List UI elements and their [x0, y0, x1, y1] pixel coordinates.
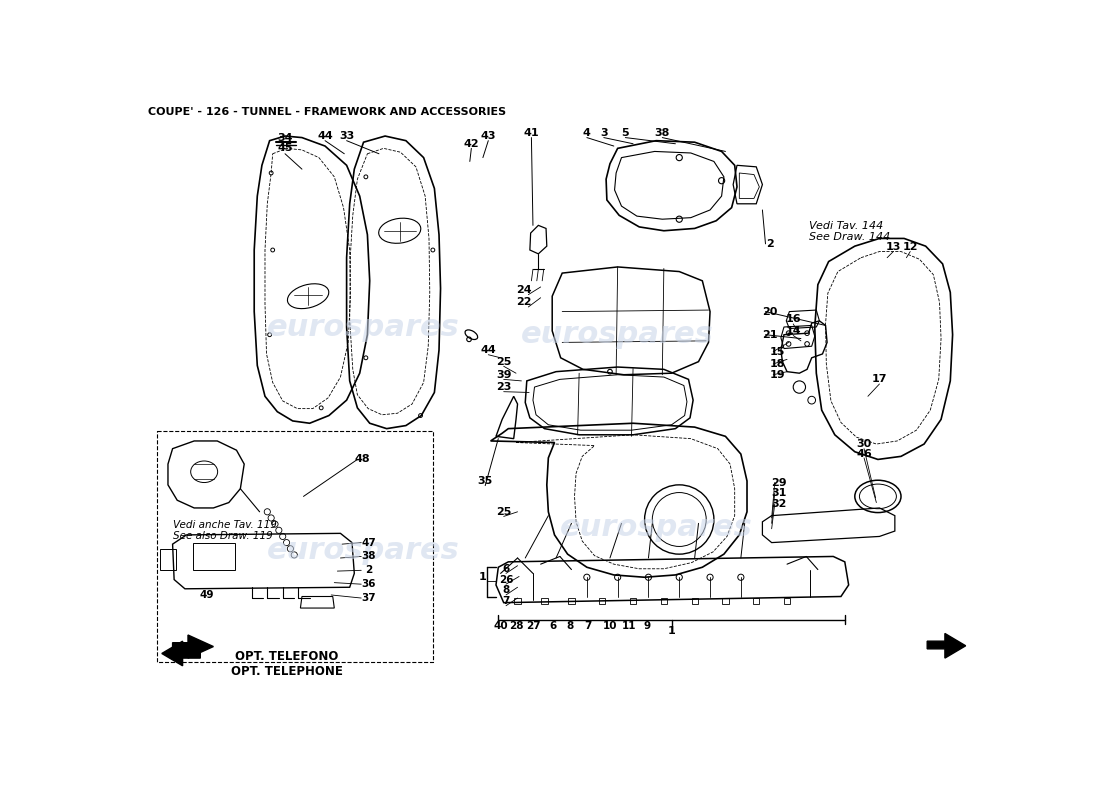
Text: 31: 31: [772, 488, 786, 498]
Text: 16: 16: [785, 314, 801, 324]
Text: 1: 1: [668, 626, 675, 636]
Text: 13: 13: [886, 242, 901, 252]
Bar: [160, 549, 176, 570]
Text: 49: 49: [199, 590, 213, 600]
Text: 25: 25: [496, 507, 512, 517]
Text: 47: 47: [362, 538, 376, 547]
Text: 2: 2: [767, 239, 774, 249]
Text: COUPE' - 126 - TUNNEL - FRAMEWORK AND ACCESSORIES: COUPE' - 126 - TUNNEL - FRAMEWORK AND AC…: [147, 106, 506, 117]
Text: 41: 41: [524, 128, 539, 138]
Text: Vedi anche Tav. 119
See also Draw. 119: Vedi anche Tav. 119 See also Draw. 119: [173, 519, 276, 541]
Text: eurospares: eurospares: [521, 320, 714, 349]
Text: 28: 28: [509, 621, 524, 630]
Bar: [157, 431, 433, 662]
Text: 10: 10: [603, 621, 617, 630]
Text: 15: 15: [770, 346, 785, 357]
Text: 29: 29: [771, 478, 788, 487]
Text: 36: 36: [362, 579, 376, 589]
Text: 22: 22: [516, 298, 531, 307]
Text: 33: 33: [339, 131, 354, 141]
Text: 25: 25: [496, 357, 512, 366]
Text: 32: 32: [772, 499, 786, 509]
Text: eurospares: eurospares: [267, 313, 460, 342]
Text: 23: 23: [496, 382, 512, 392]
Text: 11: 11: [621, 621, 637, 630]
Text: 12: 12: [902, 242, 918, 252]
Text: 1: 1: [478, 572, 486, 582]
Text: 34: 34: [277, 134, 293, 143]
Text: 4: 4: [583, 128, 591, 138]
Text: 26: 26: [498, 574, 514, 585]
Text: 2: 2: [365, 566, 373, 575]
Text: 24: 24: [516, 285, 531, 295]
Text: 44: 44: [317, 131, 333, 141]
Text: 8: 8: [566, 621, 573, 630]
Text: 48: 48: [354, 454, 370, 465]
Text: 46: 46: [856, 449, 872, 459]
Text: 38: 38: [654, 128, 670, 138]
Text: 6: 6: [549, 621, 557, 630]
Text: 42: 42: [463, 138, 480, 149]
Text: 7: 7: [503, 596, 509, 606]
Polygon shape: [173, 635, 213, 658]
Text: 20: 20: [762, 306, 778, 317]
Text: 37: 37: [362, 593, 376, 603]
Polygon shape: [927, 634, 966, 658]
Text: Vedi Tav. 144
See Draw. 144: Vedi Tav. 144 See Draw. 144: [808, 221, 890, 242]
Text: eurospares: eurospares: [560, 513, 752, 542]
Text: 18: 18: [770, 359, 785, 369]
Text: OPT. TELEFONO
OPT. TELEPHONE: OPT. TELEFONO OPT. TELEPHONE: [231, 650, 342, 678]
Text: 30: 30: [857, 439, 871, 449]
Text: 3: 3: [600, 128, 607, 138]
Text: 6: 6: [503, 564, 509, 574]
Text: 35: 35: [477, 476, 493, 486]
Text: 45: 45: [277, 143, 293, 154]
Text: 5: 5: [621, 128, 629, 138]
Text: 38: 38: [362, 551, 376, 562]
Text: 7: 7: [585, 621, 592, 630]
Polygon shape: [162, 641, 200, 666]
Text: 39: 39: [496, 370, 512, 380]
Text: 9: 9: [644, 621, 650, 630]
Text: 44: 44: [481, 345, 496, 355]
Bar: [192, 542, 235, 570]
Text: 40: 40: [493, 621, 508, 630]
Text: 14: 14: [785, 326, 801, 336]
Text: 43: 43: [481, 131, 496, 141]
Text: eurospares: eurospares: [267, 536, 460, 565]
Text: 19: 19: [770, 370, 785, 380]
Text: 17: 17: [871, 374, 888, 384]
Text: 8: 8: [503, 586, 509, 595]
Text: 27: 27: [526, 621, 540, 630]
Text: 21: 21: [762, 330, 778, 340]
